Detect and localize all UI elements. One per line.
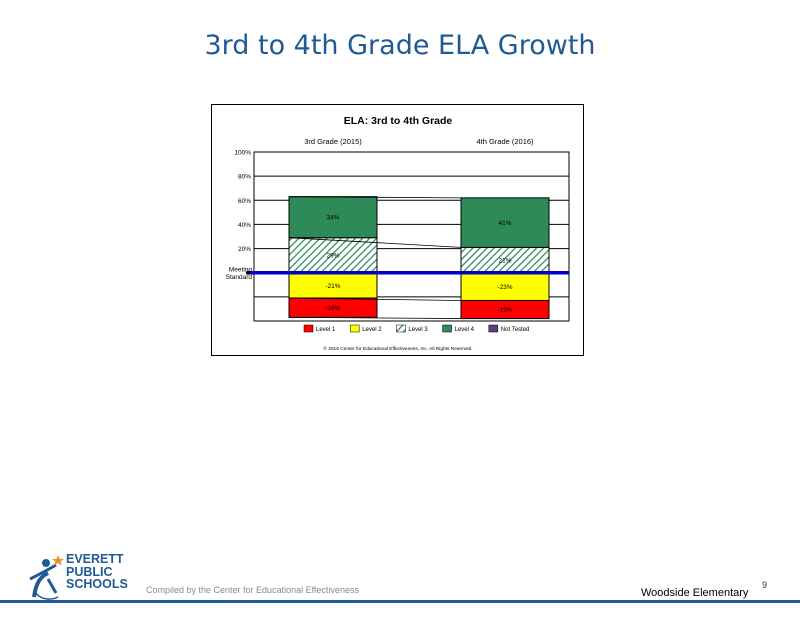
footer-rule	[0, 600, 800, 603]
legend-swatch	[303, 324, 314, 333]
bar-data-label: 41%	[498, 220, 511, 227]
chart-title: ELA: 3rd to 4th Grade	[344, 115, 453, 127]
connector-line	[288, 297, 462, 301]
bar-data-label: 21%	[498, 258, 511, 265]
x-category-label: 4th Grade (2016)	[476, 137, 534, 146]
legend-label: Level 1	[316, 327, 336, 333]
footer-credit: Compiled by the Center for Educational E…	[146, 585, 359, 595]
legend-label: Level 3	[408, 327, 428, 333]
everett-public-schools-logo: EVERETT PUBLIC SCHOOLS	[26, 553, 138, 603]
bar-data-label: -15%	[497, 307, 512, 314]
chart-copyright: © 2016 Center for Educational Effectiven…	[323, 345, 472, 352]
connector-line	[288, 316, 462, 319]
y-tick-label: 60%	[238, 198, 251, 205]
legend-label: Level 2	[362, 327, 382, 333]
legend-label: Not Tested	[501, 327, 530, 333]
slide-title: 3rd to 4th Grade ELA Growth	[204, 30, 596, 61]
y-tick-label: 40%	[238, 222, 251, 229]
meeting-standard-label: Standard	[226, 274, 253, 281]
bar-segment	[460, 197, 550, 248]
logo-line-2: PUBLIC	[66, 564, 113, 579]
legend-label: Level 4	[455, 327, 475, 333]
bar-segment	[288, 196, 378, 239]
meeting-standard-marker	[246, 270, 250, 275]
connector-line	[288, 196, 462, 199]
logo-line-3: SCHOOLS	[66, 577, 128, 591]
logo-text: EVERETT PUBLIC SCHOOLS	[66, 553, 128, 591]
bar-data-label: 34%	[326, 215, 339, 222]
bar-data-label: -21%	[325, 283, 340, 290]
bar-data-label: 29%	[326, 253, 339, 260]
legend-swatch	[442, 324, 452, 333]
bar-data-label: -16%	[325, 305, 340, 312]
chart-frame: ELA: 3rd to 4th Grade 20% 40% 60% 80% 100% 3rd…	[211, 104, 584, 356]
y-tick-label: 80%	[238, 174, 251, 181]
runner-icon	[29, 555, 64, 600]
legend-swatch	[349, 324, 360, 333]
x-category-label: 3rd Grade (2015)	[304, 137, 362, 146]
y-tick-label: 20%	[238, 246, 251, 253]
bar-data-label: -23%	[497, 284, 512, 291]
legend-swatch	[396, 324, 406, 333]
y-tick-label: 100%	[234, 150, 251, 157]
meeting-standard-label: Meeting	[229, 267, 253, 274]
legend-swatch	[488, 324, 499, 333]
footer-school-name: Woodside Elementary	[641, 587, 749, 599]
logo-line-1: EVERETT	[66, 552, 124, 566]
page-number: 9	[762, 580, 768, 590]
bar-segment	[288, 237, 378, 274]
bar-segment	[460, 299, 550, 320]
ela-growth-chart: ELA: 3rd to 4th Grade 20% 40% 60% 80% 100% 3rd…	[226, 115, 570, 352]
connector-line	[288, 237, 462, 248]
